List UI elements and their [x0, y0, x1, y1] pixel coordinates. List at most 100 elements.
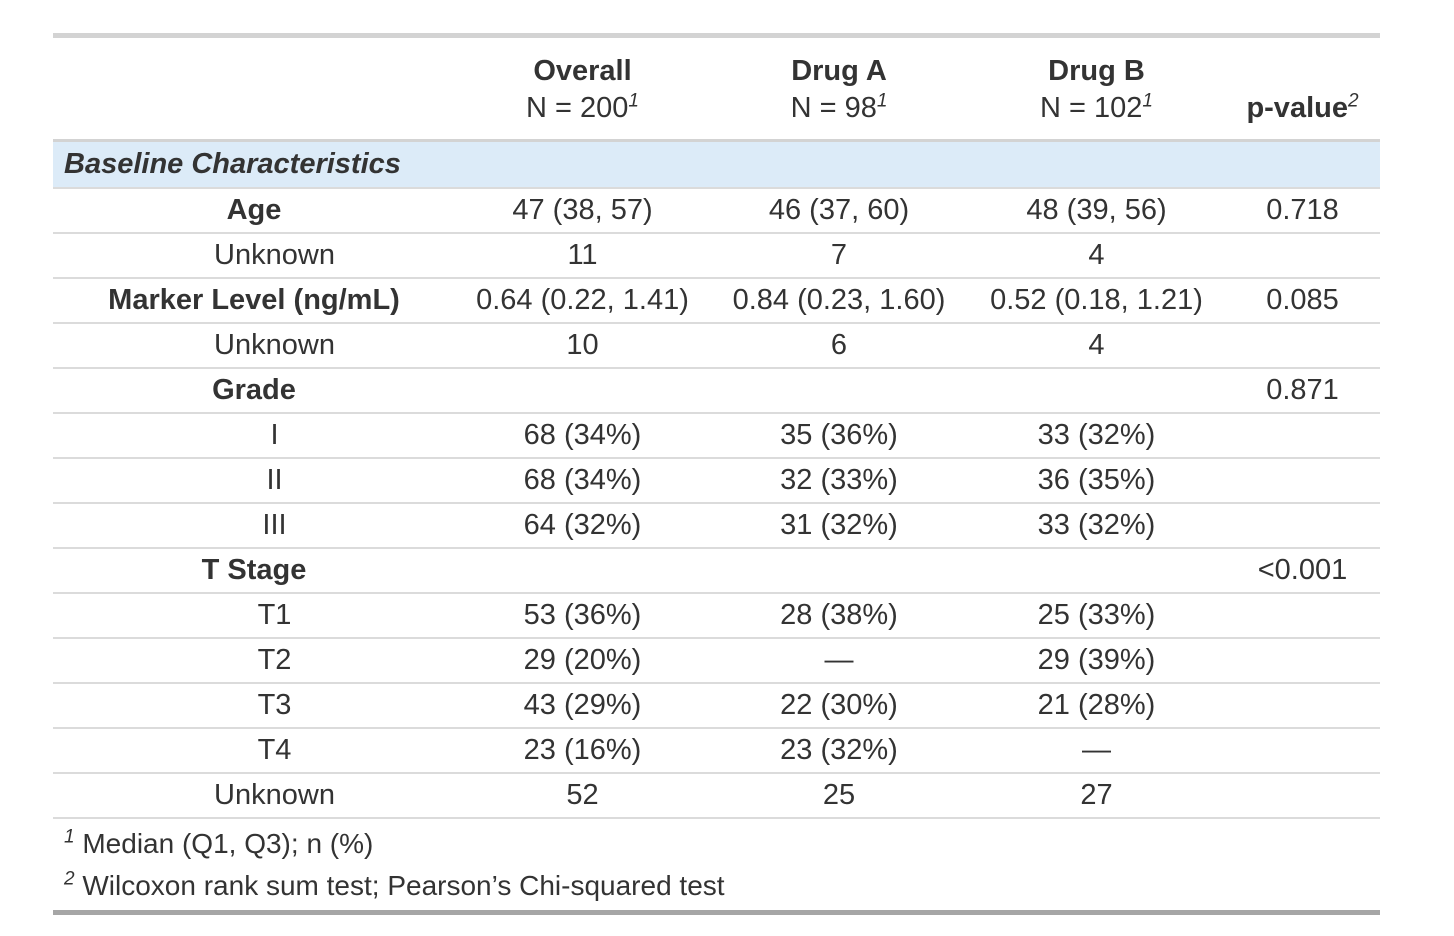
cell-overall: 10 — [455, 323, 710, 369]
footnote-marker: 1 — [1142, 90, 1153, 112]
table-row: Age 47 (38, 57) 46 (37, 60) 48 (39, 56) 0.71… — [53, 188, 1380, 234]
cell-drug-a: 25 — [710, 773, 968, 819]
cell-p-value — [1225, 233, 1380, 279]
cell-overall: 52 — [455, 773, 710, 819]
cell-drug-b: 4 — [968, 323, 1225, 369]
row-label: I — [53, 413, 455, 459]
cell-drug-b: 27 — [968, 773, 1225, 819]
section-header-row: Baseline Characteristics — [53, 140, 1380, 189]
column-header-drug-a: Drug A N = 981 — [710, 35, 968, 142]
row-label: T3 — [53, 683, 455, 729]
column-n-drug-b: N = 1021 — [1040, 90, 1153, 124]
table-row: Unknown 52 25 27 — [53, 773, 1380, 819]
cell-drug-b: 4 — [968, 233, 1225, 279]
row-label: Unknown — [53, 773, 455, 819]
cell-drug-b: 48 (39, 56) — [968, 188, 1225, 234]
cell-drug-a: 28 (38%) — [710, 593, 968, 639]
cell-drug-b: 21 (28%) — [968, 683, 1225, 729]
cell-drug-b: 25 (33%) — [968, 593, 1225, 639]
cell-overall: 53 (36%) — [455, 593, 710, 639]
table-body: Baseline Characteristics Age 47 (38, 57) 4… — [53, 140, 1380, 819]
header-row: Overall N = 2001 Drug A N = 981 Drug B N… — [53, 35, 1380, 142]
footnote-2: 2 Wilcoxon rank sum test; Pearson’s Chi-… — [53, 864, 1380, 913]
cell-drug-b — [968, 368, 1225, 414]
cell-p-value — [1225, 683, 1380, 729]
table-row: II 68 (34%) 32 (33%) 36 (35%) — [53, 458, 1380, 504]
cell-overall: 47 (38, 57) — [455, 188, 710, 234]
cell-overall — [455, 548, 710, 594]
cell-overall: 64 (32%) — [455, 503, 710, 549]
cell-drug-a: 7 — [710, 233, 968, 279]
cell-p-value: <0.001 — [1225, 548, 1380, 594]
cell-overall: 29 (20%) — [455, 638, 710, 684]
table-row: T2 29 (20%) —29 (39%) — [53, 638, 1380, 684]
cell-drug-a: 32 (33%) — [710, 458, 968, 504]
cell-drug-b: 36 (35%) — [968, 458, 1225, 504]
cell-p-value: 0.085 — [1225, 278, 1380, 324]
cell-overall: 68 (34%) — [455, 413, 710, 459]
row-label: T Stage — [53, 548, 455, 594]
cell-p-value — [1225, 323, 1380, 369]
cell-p-value: 0.718 — [1225, 188, 1380, 234]
row-label: Marker Level (ng/mL) — [53, 278, 455, 324]
table-row: T1 53 (36%) 28 (38%) 25 (33%) — [53, 593, 1380, 639]
row-label: T2 — [53, 638, 455, 684]
cell-drug-a: 0.84 (0.23, 1.60) — [710, 278, 968, 324]
table-row: T3 43 (29%) 22 (30%) 21 (28%) — [53, 683, 1380, 729]
cell-overall: 11 — [455, 233, 710, 279]
column-n-overall: N = 2001 — [526, 90, 639, 124]
cell-drug-b: 29 (39%) — [968, 638, 1225, 684]
footnote-1: 1 Median (Q1, Q3); n (%) — [53, 818, 1380, 864]
footnote-text: Wilcoxon rank sum test; Pearson’s Chi-sq… — [82, 870, 725, 901]
column-title-overall: Overall — [533, 55, 632, 87]
cell-drug-a: 46 (37, 60) — [710, 188, 968, 234]
table-row: III 64 (32%) 31 (32%) 33 (32%) — [53, 503, 1380, 549]
column-title-drug-a: Drug A — [791, 55, 887, 87]
cell-drug-a — [710, 548, 968, 594]
column-title-drug-b: Drug B — [1048, 55, 1145, 87]
footnote-marker: 2 — [64, 868, 75, 890]
cell-drug-b: 0.52 (0.18, 1.21) — [968, 278, 1225, 324]
cell-overall: 43 (29%) — [455, 683, 710, 729]
row-label: III — [53, 503, 455, 549]
column-header-stub — [53, 35, 455, 142]
section-header-label: Baseline Characteristics — [53, 140, 1380, 189]
summary-table: Overall N = 2001 Drug A N = 981 Drug B N… — [53, 33, 1380, 915]
table-header: Overall N = 2001 Drug A N = 981 Drug B N… — [53, 35, 1380, 142]
cell-overall — [455, 368, 710, 414]
cell-drug-a: 22 (30%) — [710, 683, 968, 729]
column-title-p-value: p-value2 — [1246, 90, 1359, 124]
table-row: T4 23 (16%) 23 (32%) — — [53, 728, 1380, 774]
table-row: Unknown 11 7 4 — [53, 233, 1380, 279]
cell-drug-b — [968, 548, 1225, 594]
row-label: Grade — [53, 368, 455, 414]
cell-overall: 23 (16%) — [455, 728, 710, 774]
footnote-marker: 1 — [628, 90, 639, 112]
row-label: T1 — [53, 593, 455, 639]
cell-overall: 0.64 (0.22, 1.41) — [455, 278, 710, 324]
cell-drug-a: 23 (32%) — [710, 728, 968, 774]
cell-drug-a: — — [710, 638, 968, 684]
cell-drug-a — [710, 368, 968, 414]
cell-p-value — [1225, 638, 1380, 684]
column-header-overall: Overall N = 2001 — [455, 35, 710, 142]
footnote-marker: 1 — [876, 90, 888, 112]
table-row: Unknown 10 6 4 — [53, 323, 1380, 369]
cell-drug-b: — — [968, 728, 1225, 774]
table-row: Marker Level (ng/mL) 0.64 (0.22, 1.41) 0.8… — [53, 278, 1380, 324]
cell-p-value — [1225, 773, 1380, 819]
cell-drug-a: 6 — [710, 323, 968, 369]
cell-drug-b: 33 (32%) — [968, 413, 1225, 459]
cell-overall: 68 (34%) — [455, 458, 710, 504]
cell-drug-a: 35 (36%) — [710, 413, 968, 459]
table-row: T Stage <0.001 — [53, 548, 1380, 594]
footnote-marker: 1 — [64, 826, 75, 848]
row-label: Unknown — [53, 323, 455, 369]
cell-p-value: 0.871 — [1225, 368, 1380, 414]
table-row: Grade 0.871 — [53, 368, 1380, 414]
cell-p-value — [1225, 503, 1380, 549]
footnote-text: Median (Q1, Q3); n (%) — [82, 828, 374, 859]
footnote-row: 2 Wilcoxon rank sum test; Pearson’s Chi-… — [53, 864, 1380, 913]
table-footnotes: 1 Median (Q1, Q3); n (%) 2 Wilcoxon rank… — [53, 818, 1380, 913]
table-row: I 68 (34%) 35 (36%) 33 (32%) — [53, 413, 1380, 459]
